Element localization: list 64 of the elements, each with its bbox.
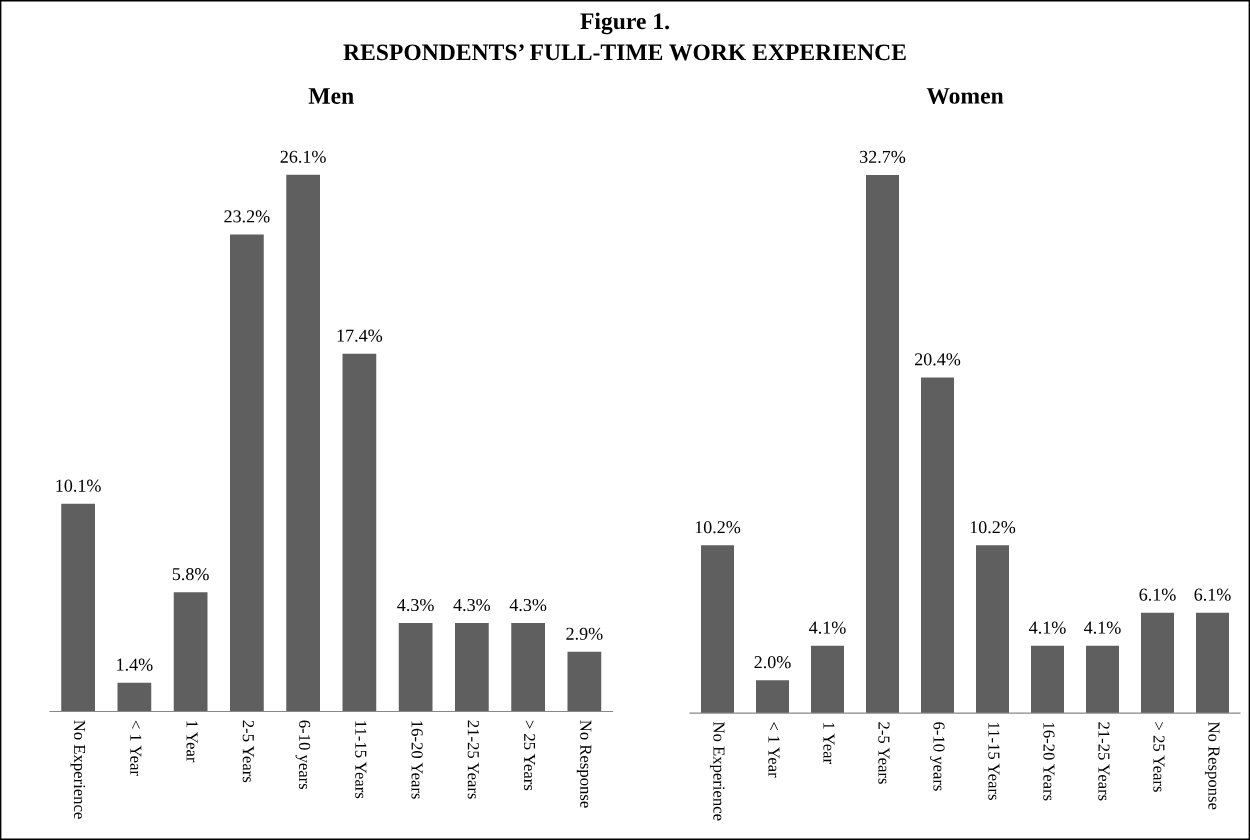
data-label: 17.4% <box>337 329 383 342</box>
data-label: 32.7% <box>860 150 906 164</box>
text: RESPONDENTS’ FULL-TIME WORK EXPERIENCE <box>343 44 906 61</box>
bar <box>756 680 789 714</box>
bar <box>173 592 208 712</box>
bar <box>701 545 734 714</box>
data-label: 4.3% <box>397 598 434 612</box>
data-label: 10.2% <box>970 521 1016 534</box>
bar <box>117 682 152 712</box>
data-label: 1.4% <box>117 658 153 671</box>
data-label: 23.2% <box>224 210 270 223</box>
x-tick-label: 1 Year <box>186 721 198 763</box>
x-tick-label: > 25 Years <box>1153 722 1165 792</box>
x-tick-label: 1 Year <box>823 722 835 764</box>
x-tick-label: 21-25 Years <box>467 720 479 799</box>
data-label: 4.3% <box>509 598 547 612</box>
data-label: 26.1% <box>280 150 326 163</box>
caption: Figure 1. <box>580 12 669 35</box>
bar <box>511 623 545 712</box>
data-label: 4.1% <box>809 621 846 634</box>
x-tick-label: > 25 Years <box>523 720 536 791</box>
bar <box>1086 645 1119 714</box>
data-label: 10.2% <box>695 521 741 534</box>
data-label: 4.3% <box>453 598 491 612</box>
data-label: 2.9% <box>566 627 603 640</box>
x-tick-label: 6-10 years <box>295 720 311 790</box>
bar <box>342 353 377 712</box>
x-tick-label: 2-5 Years <box>242 720 254 783</box>
data-label: 4.1% <box>1029 621 1066 634</box>
data-label: 6.1% <box>1194 588 1231 601</box>
bar <box>286 174 320 712</box>
bar <box>1196 612 1229 714</box>
x-tick-label: 11-15 Years <box>355 721 367 799</box>
x-tick-label: 6-10 years <box>929 722 945 791</box>
bar <box>1031 645 1064 714</box>
x-tick-label: 16-20 Years <box>411 721 423 799</box>
chart-title: Men <box>308 88 354 104</box>
data-label: 6.1% <box>1139 588 1176 601</box>
x-tick-label: < 1 Year <box>768 722 780 778</box>
bar <box>866 174 899 714</box>
x-tick-label: 11-15 Years <box>988 722 1000 800</box>
x-tick-label: No Experience <box>709 721 725 821</box>
x-tick-label: 2-5 Years <box>878 722 890 784</box>
data-label: 20.4% <box>914 353 961 366</box>
chart-title: Women <box>926 88 1004 104</box>
bar <box>921 377 954 714</box>
bar <box>398 623 433 712</box>
bar <box>976 545 1009 714</box>
data-label: 5.8% <box>172 568 209 581</box>
bar <box>567 651 602 712</box>
data-label: 10.1% <box>56 479 101 492</box>
x-tick-label: No Experience <box>70 720 86 819</box>
bar <box>230 234 264 712</box>
bar <box>61 503 95 712</box>
x-tick-label: 21-25 Years <box>1098 722 1110 801</box>
bar <box>1141 612 1174 714</box>
data-label: 2.0% <box>754 656 791 669</box>
data-label: 4.1% <box>1084 621 1121 634</box>
bar <box>455 623 489 712</box>
bar <box>811 645 844 714</box>
x-tick-label: No Response <box>1204 721 1220 810</box>
x-tick-label: 16-20 Years <box>1043 722 1055 801</box>
x-tick-label: < 1 Year <box>130 720 142 776</box>
x-tick-label: No Response <box>576 720 592 808</box>
